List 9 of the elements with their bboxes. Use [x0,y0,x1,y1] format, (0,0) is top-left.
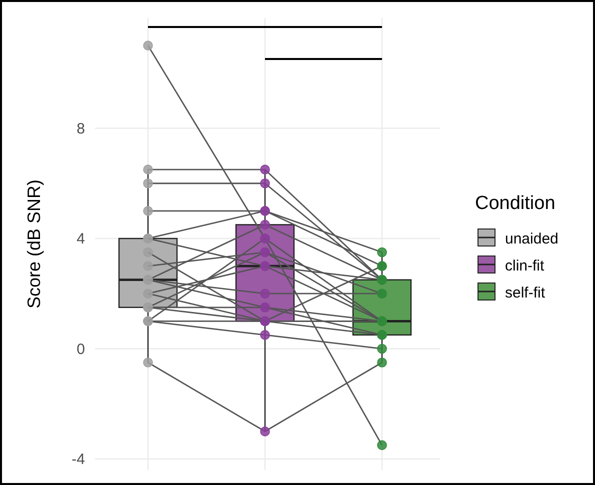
y-tick-label: 8 [76,120,85,138]
y-tick-label: 4 [76,230,85,248]
y-axis-title: Score (dB SNR) [24,179,44,309]
legend-label: unaided [505,230,558,248]
y-tick-label: -4 [72,451,85,468]
y-tick-label: 0 [76,340,85,358]
legend-label: self-fit [505,284,546,302]
legend-title: Condition [475,193,556,214]
legend-label: clin-fit [505,257,545,274]
